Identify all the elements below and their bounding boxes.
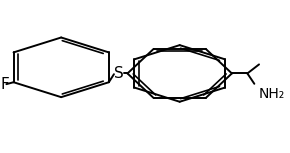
Text: F: F: [1, 77, 9, 92]
Text: S: S: [114, 66, 124, 81]
Text: NH₂: NH₂: [259, 87, 285, 101]
